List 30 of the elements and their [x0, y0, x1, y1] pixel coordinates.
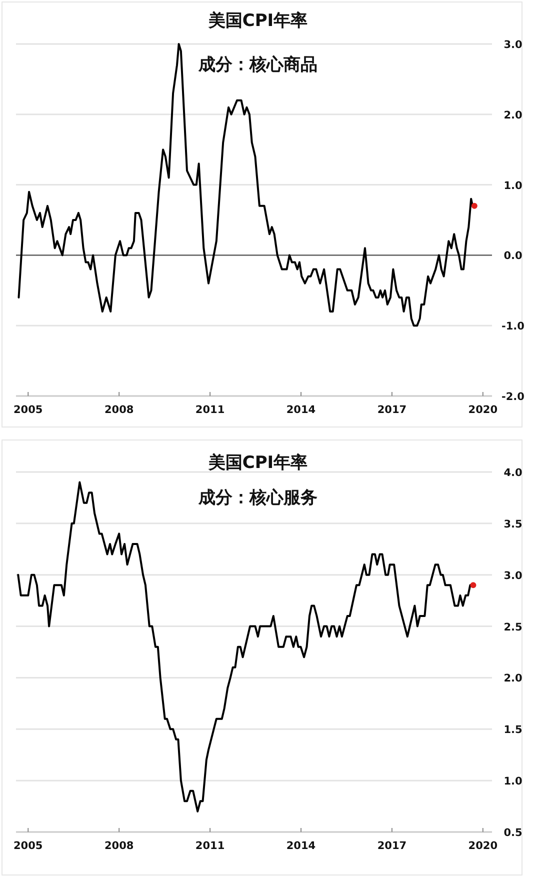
y-tick-label: -2.0: [502, 391, 524, 403]
chart-title: 美国CPI年率: [207, 453, 308, 473]
x-tick-label: 2011: [195, 404, 225, 416]
y-tick-label: 3.0: [504, 39, 522, 51]
y-tick-label: 3.0: [504, 570, 522, 582]
x-tick-label: 2008: [104, 404, 134, 416]
y-tick-label: 1.5: [504, 724, 522, 736]
y-tick-label: 1.0: [504, 180, 522, 192]
y-tick-label: 3.5: [504, 518, 522, 530]
text: 成分：核心商品: [198, 55, 318, 75]
x-tick-label: 2020: [468, 840, 498, 852]
y-tick-label: 4.0: [504, 467, 522, 479]
x-tick-label: 2005: [14, 840, 43, 852]
x-tick-label: 2014: [286, 404, 316, 416]
y-tick-label: 0.0: [504, 250, 522, 262]
x-tick-label: 2017: [377, 404, 407, 416]
y-tick-label: 0.5: [504, 827, 522, 839]
y-tick-label: 2.0: [504, 672, 522, 685]
x-tick-label: 2008: [104, 840, 134, 852]
y-tick-label: 2.0: [504, 109, 522, 122]
y-tick-label: -1.0: [502, 320, 524, 333]
y-tick-label: 1.0: [504, 776, 522, 788]
y-tick-label: 2.5: [504, 621, 522, 634]
x-tick-label: 2005: [14, 404, 43, 416]
chart-title: 美国CPI年率: [207, 11, 308, 31]
x-tick-label: 2014: [286, 840, 316, 852]
x-tick-label: 2011: [195, 840, 225, 852]
x-tick-label: 2020: [468, 404, 498, 416]
x-tick-label: 2017: [377, 840, 407, 852]
text: 成分：核心服务: [198, 488, 318, 508]
